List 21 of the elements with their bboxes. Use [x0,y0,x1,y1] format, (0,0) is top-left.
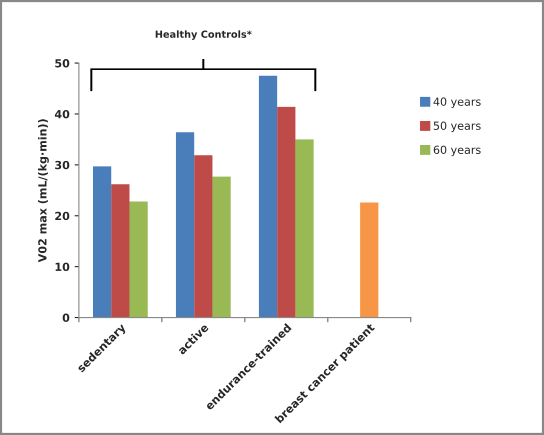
bar [277,106,296,318]
bar [129,202,148,318]
y-tick-label: 50 [55,59,70,68]
y-tick-label: 30 [55,160,70,170]
text: Healthy Controls* [156,30,252,40]
bar [212,176,231,318]
bar [295,139,314,318]
bar [360,202,378,318]
y-tick-label: 20 [55,212,70,220]
bar [92,166,112,318]
bar [258,76,278,318]
bar [194,155,212,318]
y-tick-label: 10 [56,262,70,272]
y-tick-label: 40 [54,110,70,118]
legend-label: 50 years [434,122,481,132]
y-tick-label: 0 [62,314,70,322]
legend-label: 60 years [434,146,481,156]
bar [176,132,194,318]
y-axis-title: V02 max (mL/(kg·min)) [38,119,49,262]
legend-label: 40 years [433,97,481,108]
bar [111,184,130,318]
